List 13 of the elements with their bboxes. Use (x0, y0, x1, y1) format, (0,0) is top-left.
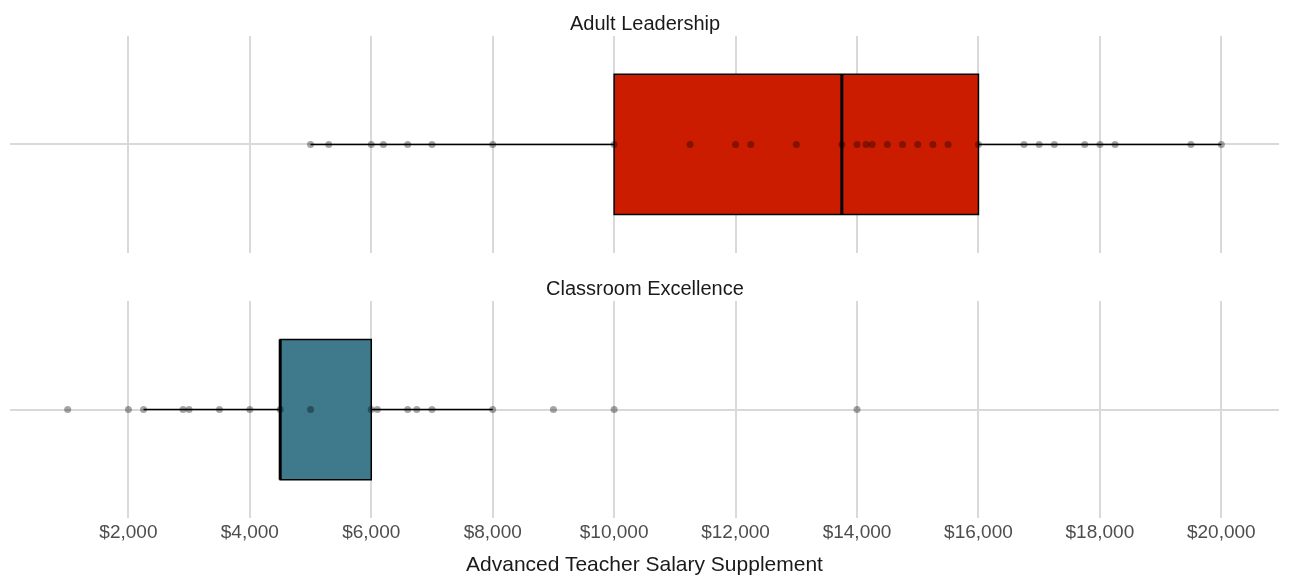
x-tick-label: $12,000 (701, 521, 770, 542)
x-tick-label: $6,000 (342, 521, 401, 542)
x-tick-label: $18,000 (1065, 521, 1135, 542)
x-tick-label: $2,000 (99, 521, 158, 542)
x-tick-label: $20,000 (1186, 521, 1256, 542)
x-tick-label: $14,000 (822, 521, 892, 542)
y-tick-label: Adult Leadership (570, 12, 721, 34)
x-tick-label: $16,000 (944, 521, 1013, 542)
x-tick-label: $8,000 (463, 521, 522, 542)
x-axis-title: Advanced Teacher Salary Supplement (466, 552, 824, 576)
x-tick-label: $4,000 (220, 521, 279, 542)
x-tick-label: $10,000 (579, 521, 649, 542)
y-tick-label: Classroom Excellence (546, 277, 744, 299)
